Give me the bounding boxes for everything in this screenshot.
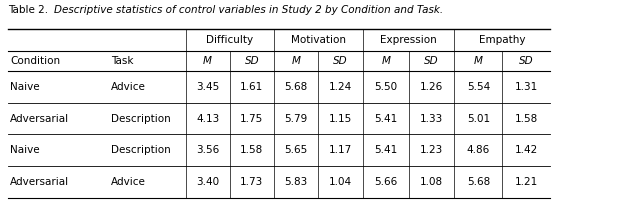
Text: 1.31: 1.31 (515, 82, 538, 92)
Text: Naive: Naive (10, 145, 40, 155)
Text: 1.73: 1.73 (240, 177, 264, 187)
Text: M: M (292, 56, 301, 66)
Text: 5.66: 5.66 (374, 177, 397, 187)
Text: 1.75: 1.75 (240, 114, 264, 124)
Text: 5.01: 5.01 (467, 114, 490, 124)
Text: 1.42: 1.42 (515, 145, 538, 155)
Text: 5.68: 5.68 (467, 177, 490, 187)
Text: Advice: Advice (111, 177, 146, 187)
Text: 5.65: 5.65 (285, 145, 308, 155)
Text: Description: Description (111, 145, 171, 155)
Text: 1.61: 1.61 (240, 82, 264, 92)
Text: 1.15: 1.15 (329, 114, 352, 124)
Text: Empathy: Empathy (479, 35, 525, 45)
Text: 1.08: 1.08 (420, 177, 443, 187)
Text: SD: SD (424, 56, 439, 66)
Text: 4.86: 4.86 (467, 145, 490, 155)
Text: Naive: Naive (10, 82, 40, 92)
Text: Adversarial: Adversarial (10, 114, 69, 124)
Text: 3.45: 3.45 (196, 82, 220, 92)
Text: Difficulty: Difficulty (206, 35, 253, 45)
Text: Descriptive statistics of control variables in Study 2 by Condition and Task.: Descriptive statistics of control variab… (54, 5, 443, 15)
Text: 5.41: 5.41 (374, 145, 397, 155)
Text: 5.83: 5.83 (285, 177, 308, 187)
Text: SD: SD (519, 56, 534, 66)
Text: 5.79: 5.79 (285, 114, 308, 124)
Text: 3.56: 3.56 (196, 145, 220, 155)
Text: Description: Description (111, 114, 171, 124)
Text: 5.54: 5.54 (467, 82, 490, 92)
Text: M: M (203, 56, 212, 66)
Text: Advice: Advice (111, 82, 146, 92)
Text: 1.33: 1.33 (420, 114, 443, 124)
Text: Motivation: Motivation (291, 35, 346, 45)
Text: Task: Task (111, 56, 134, 66)
Text: 5.50: 5.50 (374, 82, 397, 92)
Text: 5.41: 5.41 (374, 114, 397, 124)
Text: Table 2.: Table 2. (8, 5, 51, 15)
Text: 1.04: 1.04 (329, 177, 352, 187)
Text: Condition: Condition (10, 56, 60, 66)
Text: SD: SD (244, 56, 259, 66)
Text: M: M (381, 56, 390, 66)
Text: Adversarial: Adversarial (10, 177, 69, 187)
Text: 1.26: 1.26 (420, 82, 443, 92)
Text: 1.17: 1.17 (329, 145, 352, 155)
Text: 3.40: 3.40 (196, 177, 220, 187)
Text: Expression: Expression (380, 35, 437, 45)
Text: 5.68: 5.68 (285, 82, 308, 92)
Text: 1.23: 1.23 (420, 145, 443, 155)
Text: 4.13: 4.13 (196, 114, 220, 124)
Text: 1.58: 1.58 (515, 114, 538, 124)
Text: 1.21: 1.21 (515, 177, 538, 187)
Text: 1.24: 1.24 (329, 82, 352, 92)
Text: M: M (474, 56, 483, 66)
Text: 1.58: 1.58 (240, 145, 264, 155)
Text: SD: SD (333, 56, 348, 66)
